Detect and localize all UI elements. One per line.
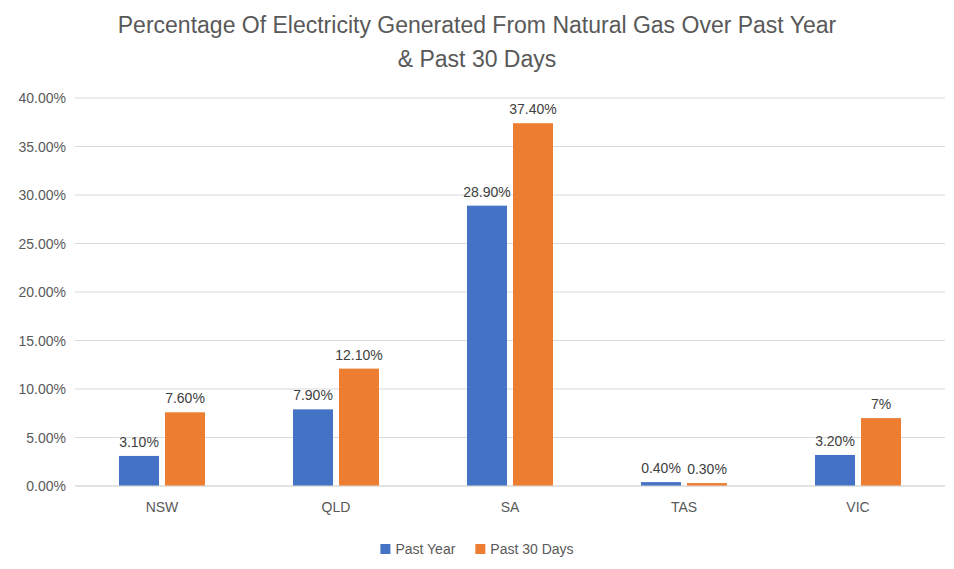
bar (165, 412, 205, 486)
data-label: 12.10% (335, 347, 382, 363)
grid-line (75, 146, 945, 147)
grid-line (75, 98, 945, 99)
x-tick-label: QLD (322, 499, 351, 515)
data-label: 7.60% (165, 390, 205, 406)
chart: 0.00% 5.00% 10.00% 15.00% 20.00% 25.00% 30.00%… (0, 0, 954, 569)
legend-swatch (380, 544, 390, 554)
y-tick-label: 10.00% (19, 381, 66, 397)
grid-line (75, 389, 945, 390)
data-label: 7.90% (293, 387, 333, 403)
chart-title: Percentage Of Electricity Generated From… (110, 8, 845, 76)
y-tick-label: 35.00% (19, 139, 66, 155)
legend-label: Past Year (395, 541, 455, 557)
data-label: 37.40% (509, 101, 556, 117)
legend-label: Past 30 Days (490, 541, 573, 557)
bar (293, 409, 333, 486)
x-tick-label: SA (501, 499, 520, 515)
x-axis-line (75, 486, 945, 487)
data-label: 3.10% (119, 434, 159, 450)
y-tick-label: 15.00% (19, 333, 66, 349)
bars (119, 123, 901, 486)
data-label: 3.20% (815, 433, 855, 449)
bar (339, 369, 379, 486)
bar (513, 123, 553, 486)
data-label: 7% (871, 396, 891, 412)
data-label: 0.40% (641, 460, 681, 476)
data-labels: 3.10% 7.90% 28.90% 0.40% 3.20% 7.60% 12.10% 37.… (119, 101, 891, 477)
data-label: 0.30% (687, 461, 727, 477)
x-tick-label: TAS (671, 499, 697, 515)
y-tick-label: 5.00% (26, 430, 66, 446)
bar (815, 455, 855, 486)
grid-line (75, 340, 945, 341)
grid-line (75, 243, 945, 244)
data-label: 28.90% (463, 184, 510, 200)
grid-line (75, 292, 945, 293)
x-tick-label: NSW (146, 499, 179, 515)
x-tick-label: VIC (846, 499, 869, 515)
bar (119, 456, 159, 486)
legend-swatch (475, 544, 485, 554)
bar (861, 418, 901, 486)
bar (467, 206, 507, 486)
y-tick-label: 0.00% (26, 478, 66, 494)
y-tick-label: 30.00% (19, 187, 66, 203)
y-tick-label: 40.00% (19, 90, 66, 106)
y-tick-label: 25.00% (19, 236, 66, 252)
grid (75, 98, 945, 486)
grid-line (75, 486, 945, 487)
title-box: Percentage Of Electricity Generated From… (0, 8, 954, 76)
legend: Past Year Past 30 Days (380, 541, 573, 557)
y-tick-label: 20.00% (19, 284, 66, 300)
bar (641, 482, 681, 486)
